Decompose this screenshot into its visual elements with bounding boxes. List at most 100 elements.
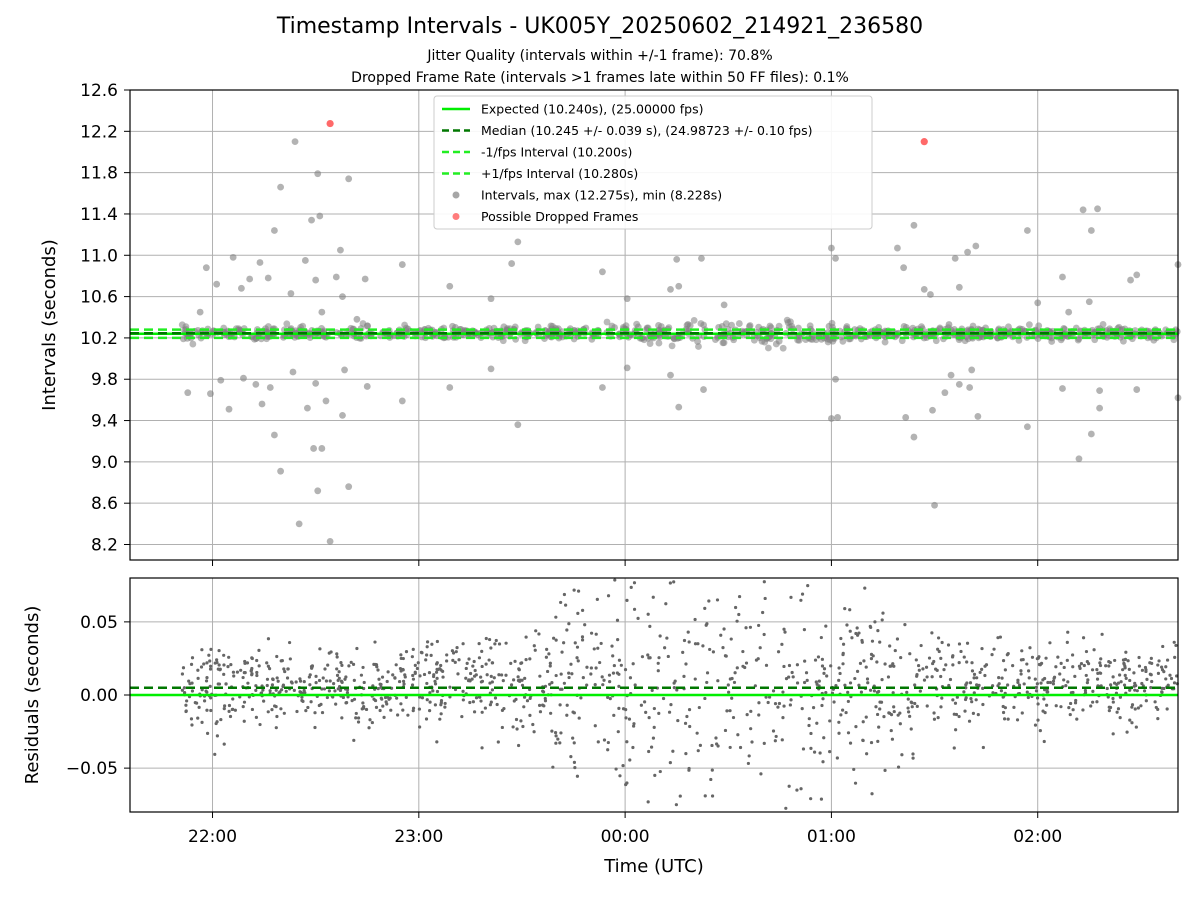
residual-point [1035, 696, 1040, 700]
residual-point [747, 754, 751, 758]
residual-point [322, 687, 327, 691]
residual-point [265, 677, 270, 681]
residual-point [397, 679, 402, 684]
interval-outlier-point [301, 257, 309, 264]
residual-point [318, 647, 322, 651]
residual-point [433, 703, 437, 707]
residual-point [749, 727, 753, 731]
residual-point [763, 596, 767, 601]
residual-point [728, 745, 732, 750]
residual-point [853, 676, 857, 681]
residual-point [705, 671, 710, 675]
residual-point [939, 705, 943, 709]
residual-point [767, 695, 772, 699]
residual-point [687, 708, 692, 712]
residual-point [224, 682, 228, 686]
residual-point [439, 712, 443, 716]
residual-point [837, 666, 841, 670]
residual-point [559, 600, 563, 605]
interval-point [655, 339, 663, 347]
interval-outlier-point [304, 404, 311, 412]
residual-point [1165, 707, 1169, 711]
interval-point [179, 335, 187, 343]
residual-point [1068, 712, 1072, 717]
residual-point [292, 688, 296, 692]
residual-point [675, 688, 679, 692]
residual-point [820, 657, 824, 661]
residual-point [441, 669, 445, 673]
residual-point [911, 756, 915, 760]
residual-point [520, 683, 525, 687]
residual-point [656, 669, 660, 673]
residual-point [809, 746, 813, 750]
residual-point [575, 656, 579, 660]
residual-point [617, 706, 621, 710]
residual-point [339, 679, 344, 683]
residual-point [265, 661, 269, 665]
interval-outlier-point [964, 248, 971, 256]
residual-point [406, 713, 410, 717]
residual-point [829, 664, 833, 668]
residual-point [1160, 690, 1164, 694]
residual-point [474, 696, 479, 700]
residual-point [308, 683, 312, 687]
residual-point [404, 695, 408, 699]
residual-point [340, 716, 344, 720]
residual-point [664, 602, 668, 606]
residual-point [685, 714, 689, 719]
residual-point [205, 675, 209, 680]
residual-point [780, 642, 784, 646]
residual-point [531, 722, 535, 727]
residual-point [632, 724, 636, 728]
residual-point [303, 691, 307, 695]
residual-point [937, 649, 941, 654]
interval-outlier-point [951, 254, 959, 262]
residual-point [232, 674, 236, 678]
residual-point [1005, 653, 1009, 657]
residual-point [959, 649, 963, 654]
intervals-y-tick-label: 12.2 [80, 122, 118, 142]
residual-point [580, 608, 585, 612]
interval-point [900, 323, 908, 330]
residual-point [854, 725, 858, 729]
interval-outlier-point [337, 246, 344, 254]
residual-point [632, 581, 637, 585]
residual-point [1139, 704, 1143, 708]
residual-point [1028, 646, 1032, 650]
residual-point [957, 714, 961, 719]
residual-point [1173, 655, 1177, 660]
residual-point [729, 637, 733, 641]
intervals-y-ticks: 8.2 8.6 9.0 9.4 9.8 10.2 10.6 11.0 11.4 11.8 12.2 1… [80, 81, 130, 556]
legend-median-label: Median (10.245 +/- 0.039 s), (24.98723 +… [481, 123, 812, 138]
residual-point [930, 675, 934, 679]
residual-point [846, 731, 851, 735]
residual-point [975, 676, 979, 680]
residual-point [373, 640, 377, 644]
residual-point [332, 682, 336, 686]
residual-point [209, 708, 213, 713]
interval-point [347, 324, 355, 332]
residual-point [839, 713, 843, 717]
residual-point [197, 705, 201, 709]
residual-point [1160, 668, 1165, 672]
residual-point [683, 721, 688, 725]
residual-point [200, 688, 204, 692]
residual-point [565, 713, 569, 717]
residual-point [947, 683, 951, 688]
residual-point [954, 728, 958, 732]
residual-point [771, 729, 776, 733]
residual-point [550, 681, 554, 685]
residual-point [697, 705, 701, 710]
residual-point [541, 690, 546, 694]
residual-point [1113, 658, 1117, 663]
residual-point [696, 749, 700, 753]
residual-point [910, 705, 914, 709]
residual-point [379, 696, 383, 700]
residual-point [1017, 683, 1022, 687]
residual-point [1026, 695, 1030, 700]
residual-point [1124, 676, 1128, 680]
residual-point [669, 703, 673, 707]
residual-point [398, 666, 403, 671]
residual-point [892, 709, 896, 714]
residual-point [727, 690, 731, 694]
